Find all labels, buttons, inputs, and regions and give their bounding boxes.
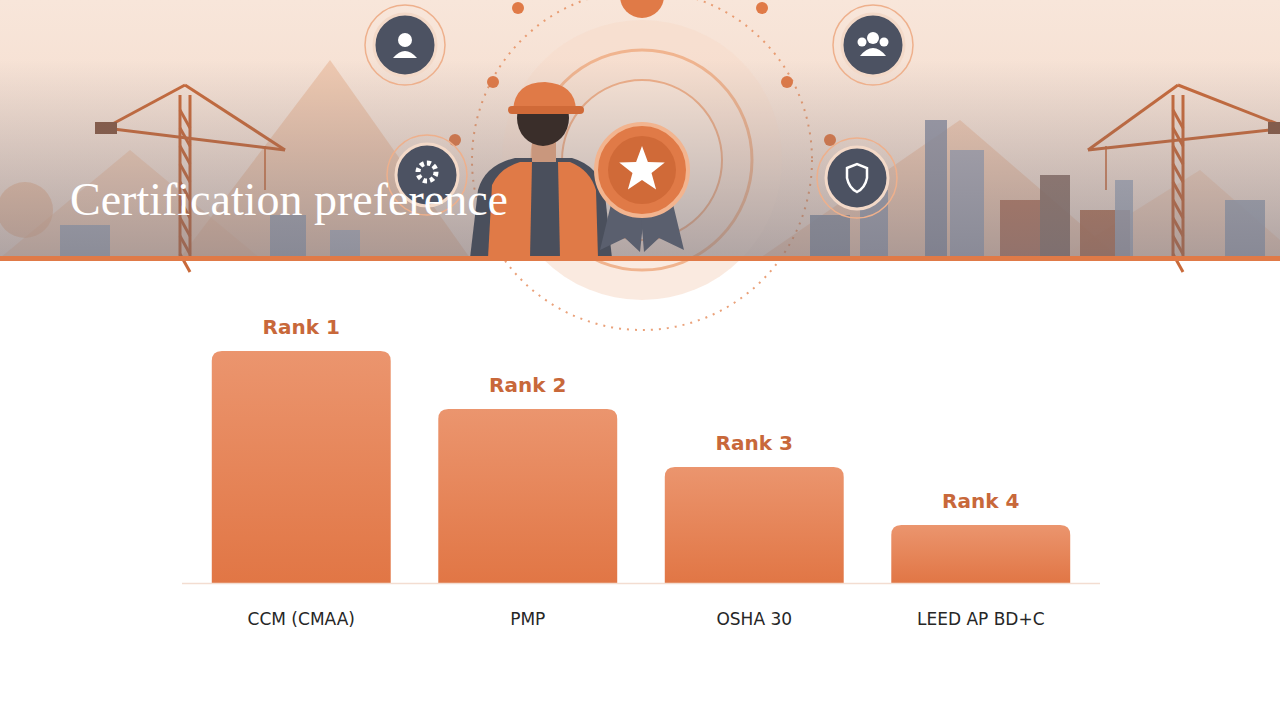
icon-ring — [833, 5, 913, 85]
medal-star — [619, 146, 665, 189]
medal-disc — [596, 124, 688, 216]
icon-glyph — [858, 38, 867, 47]
icon-ring — [365, 5, 445, 85]
node-dot — [512, 2, 524, 14]
worker-vest — [558, 162, 598, 258]
chart-svg: Certification preference Rank 1 Rank 2 Rank… — [0, 0, 1280, 720]
header-shade — [0, 60, 1280, 258]
bar-annotation: Rank 4 — [942, 489, 1019, 513]
worker-helmet — [513, 82, 576, 110]
icon-glyph — [847, 164, 867, 192]
worker-helmet-brim — [508, 106, 584, 114]
icon-ring — [817, 138, 897, 218]
bar-annotation: Rank 3 — [716, 431, 793, 455]
x-tick-label: CCM (CMAA) — [248, 609, 355, 629]
icon-glyph — [860, 48, 886, 56]
header-rule — [0, 256, 1280, 261]
bar-annotation: Rank 1 — [263, 315, 340, 339]
icon-glyph — [867, 32, 879, 44]
medal-inner — [608, 136, 676, 204]
page: {"chart_data": {"type": "bar", "title": … — [0, 0, 1280, 720]
chart-title: Certification preference — [70, 174, 508, 225]
x-axis-line — [182, 583, 1100, 585]
x-tick-label: LEED AP BD+C — [917, 609, 1045, 629]
header-banner — [0, 0, 1280, 330]
worker — [470, 82, 612, 258]
icon-circle — [374, 14, 436, 76]
bars — [212, 351, 1070, 583]
bar — [665, 467, 844, 583]
x-tick-label: PMP — [510, 609, 545, 629]
bar — [212, 351, 391, 583]
icon-circle — [842, 14, 904, 76]
bar — [891, 525, 1070, 583]
node — [620, 0, 664, 18]
bar-annotation: Rank 2 — [489, 373, 566, 397]
bar — [438, 409, 617, 583]
node-dot — [756, 2, 768, 14]
x-tick-label: OSHA 30 — [716, 609, 792, 629]
medal — [596, 124, 688, 252]
icon-glyph — [393, 51, 417, 58]
icon-glyph — [880, 38, 889, 47]
icon-glyph — [398, 33, 412, 47]
icon-circle — [826, 147, 888, 209]
chart-root: Certification preference Rank 1 Rank 2 Rank… — [0, 0, 1280, 720]
